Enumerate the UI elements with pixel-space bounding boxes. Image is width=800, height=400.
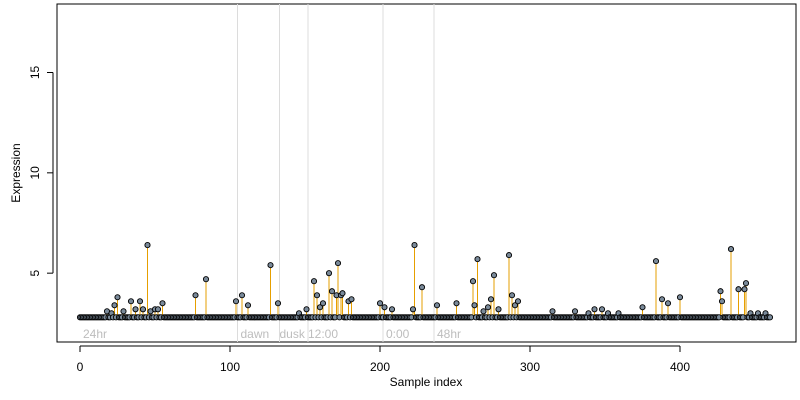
highlight-point xyxy=(652,258,660,265)
x-tick-label: 400 xyxy=(670,360,690,374)
y-axis-label: Expression xyxy=(9,143,23,202)
highlight-point xyxy=(505,252,513,259)
y-axis: 5 10 15 xyxy=(28,66,54,277)
highlight-point xyxy=(741,286,748,293)
highlight-point xyxy=(735,286,742,293)
highlight-point xyxy=(376,300,384,307)
highlight-point xyxy=(192,292,199,299)
highlight-point xyxy=(244,302,252,309)
annotation-label: 12:00 xyxy=(308,327,338,341)
highlight-point xyxy=(453,300,460,307)
highlight-point xyxy=(508,292,516,299)
highlight-point xyxy=(727,246,735,253)
x-tick-label: 100 xyxy=(220,360,240,374)
highlight-point xyxy=(484,304,492,311)
highlight-point xyxy=(411,242,418,249)
highlight-point xyxy=(469,278,477,285)
annotation-label: 0:00 xyxy=(386,327,410,341)
highlight-point xyxy=(144,242,151,249)
highlight-point xyxy=(664,300,672,307)
y-tick-label: 15 xyxy=(28,66,42,80)
highlight-point xyxy=(325,270,333,277)
highlight-point xyxy=(717,288,724,295)
highlight-point xyxy=(511,302,519,309)
highlight-point xyxy=(676,294,684,301)
annotation-label: 48hr xyxy=(437,327,461,341)
highlight-point xyxy=(514,298,522,305)
highlight-point xyxy=(328,288,336,295)
annotation-label: dawn xyxy=(241,327,270,341)
annotations: 24hr dawn dusk 12:00 0:00 48hr xyxy=(83,327,461,341)
highlight-point xyxy=(487,296,495,303)
x-tick-label: 300 xyxy=(520,360,540,374)
highlight-point xyxy=(639,304,646,311)
highlight-point xyxy=(132,306,139,313)
highlight-point xyxy=(474,256,481,263)
plot-frame xyxy=(56,3,797,343)
highlight-point xyxy=(139,306,147,313)
highlight-point xyxy=(549,308,556,315)
highlight-point xyxy=(267,262,274,269)
highlight-point xyxy=(348,296,355,303)
highlight-point xyxy=(381,304,388,311)
x-tick-label: 0 xyxy=(77,360,84,374)
highlight-point xyxy=(313,292,321,299)
highlight-point xyxy=(154,306,162,313)
highlight-point xyxy=(480,308,487,315)
highlight-point xyxy=(274,300,282,307)
highlight-point xyxy=(159,300,166,307)
data-point xyxy=(766,314,774,321)
highlight-point xyxy=(418,284,426,291)
highlight-point xyxy=(490,272,498,279)
highlight-point xyxy=(114,294,121,301)
highlight-point xyxy=(238,292,246,299)
highlight-point xyxy=(433,302,441,309)
highlight-point xyxy=(202,276,210,283)
annotation-label: dusk xyxy=(280,327,306,341)
highlight-point xyxy=(409,306,417,313)
points xyxy=(76,242,774,321)
highlight-point xyxy=(303,306,310,313)
highlight-point xyxy=(591,306,598,313)
y-tick-label: 10 xyxy=(28,166,42,180)
highlight-point xyxy=(658,296,666,303)
annotation-label: 24hr xyxy=(83,327,107,341)
highlight-point xyxy=(339,290,346,297)
highlight-point xyxy=(571,308,579,315)
highlight-point xyxy=(598,306,606,313)
highlight-point xyxy=(471,302,478,309)
highlight-point xyxy=(120,308,127,315)
highlight-point xyxy=(388,306,396,313)
x-axis: 0 100 200 300 400 xyxy=(77,345,690,374)
highlight-point xyxy=(334,260,342,267)
highlight-point xyxy=(319,300,327,307)
highlight-point xyxy=(310,278,318,285)
highlight-point xyxy=(495,306,502,313)
highlight-point xyxy=(316,304,324,311)
highlight-point xyxy=(718,298,726,305)
x-axis-label: Sample index xyxy=(390,375,463,389)
event-vlines xyxy=(237,4,435,342)
highlight-point xyxy=(127,298,135,305)
y-tick-label: 5 xyxy=(28,270,42,277)
highlight-point xyxy=(111,302,118,309)
highlight-point xyxy=(136,298,144,305)
x-tick-label: 200 xyxy=(370,360,390,374)
highlight-point xyxy=(232,298,240,305)
highlight-point xyxy=(742,280,750,287)
